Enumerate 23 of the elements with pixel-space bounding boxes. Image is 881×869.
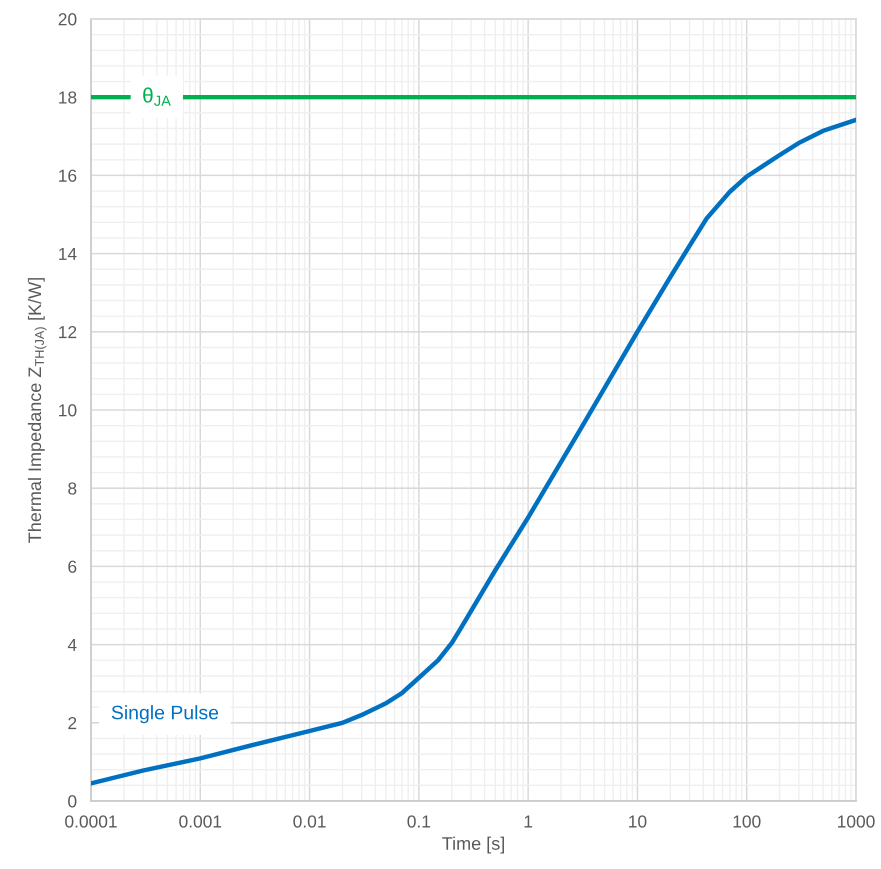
x-tick-label: 100 bbox=[734, 815, 761, 828]
x-tick-label: 1 bbox=[524, 816, 532, 828]
x-tick-label: 0.1 bbox=[407, 815, 430, 828]
y-tick-label: 0 bbox=[68, 795, 76, 808]
series-label: Single Pulse bbox=[112, 705, 218, 724]
y-tick-label: 14 bbox=[59, 248, 77, 260]
y-tick-label: 8 bbox=[68, 482, 76, 495]
x-tick-label: 10 bbox=[629, 815, 646, 828]
y-tick-label: 4 bbox=[68, 638, 77, 651]
x-axis-title: Time [s] bbox=[442, 836, 504, 854]
x-tick-label: 0.0001 bbox=[65, 815, 117, 828]
y-tick-label: 10 bbox=[59, 404, 76, 416]
x-tick-label: 1000 bbox=[838, 815, 875, 828]
ref-line-label: θ$_{JA}$ bbox=[143, 87, 171, 106]
y-tick-label: 18 bbox=[59, 91, 76, 104]
y-tick-label: 2 bbox=[68, 716, 76, 730]
x-tick-label: 0.001 bbox=[179, 815, 222, 828]
y-tick-label: 16 bbox=[59, 170, 76, 182]
x-tick-label: 0.01 bbox=[293, 815, 326, 828]
y-tick-label: 6 bbox=[68, 560, 76, 573]
y-tick-label: 12 bbox=[59, 326, 76, 338]
y-axis-title: Thermal Impedance Z$_{TH(JA)}$ [K/W] bbox=[28, 278, 46, 543]
y-tick-label: 20 bbox=[58, 13, 76, 26]
